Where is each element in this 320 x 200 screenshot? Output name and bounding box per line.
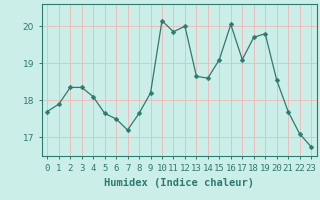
- X-axis label: Humidex (Indice chaleur): Humidex (Indice chaleur): [104, 178, 254, 188]
